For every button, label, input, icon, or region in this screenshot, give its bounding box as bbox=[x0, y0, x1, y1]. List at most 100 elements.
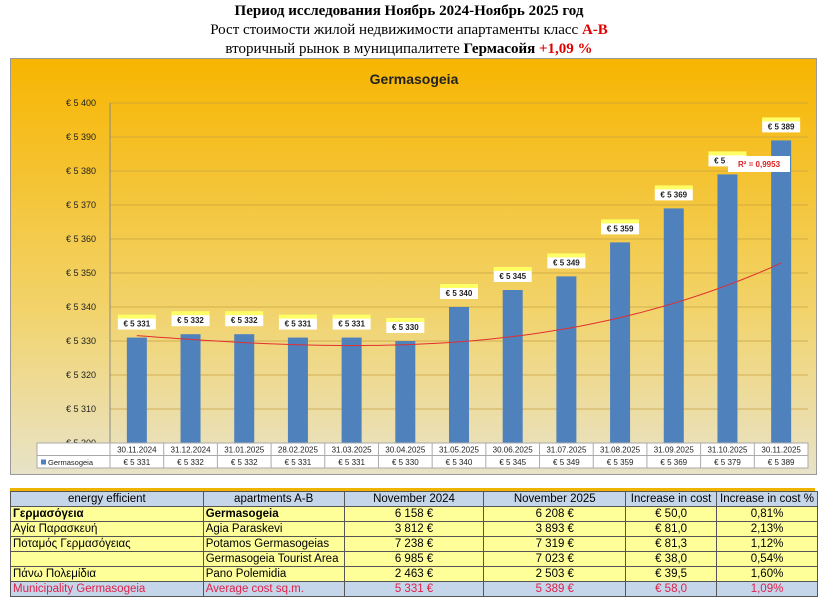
bar bbox=[663, 208, 684, 443]
value-label: € 5 369 bbox=[660, 190, 687, 199]
data-table-value: € 5 359 bbox=[607, 458, 634, 467]
value-label: € 5 331 bbox=[338, 320, 365, 329]
x-tick-label: 31.12.2024 bbox=[171, 446, 212, 455]
data-table-value: € 5 340 bbox=[446, 458, 473, 467]
value-label: € 5 332 bbox=[177, 316, 204, 325]
value-label: € 5 389 bbox=[768, 122, 795, 131]
data-table-value: € 5 389 bbox=[768, 458, 795, 467]
x-tick-label: 30.11.2024 bbox=[117, 446, 157, 455]
value-label: € 5 331 bbox=[285, 320, 312, 329]
table-cell: 7 319 € bbox=[483, 536, 627, 552]
table-cell: € 81,3 bbox=[625, 536, 718, 552]
table-cell: Αγία Παρασκευή bbox=[10, 521, 204, 537]
data-table-value: € 5 349 bbox=[553, 458, 580, 467]
x-tick-label: 31.07.2025 bbox=[546, 446, 587, 455]
legend-swatch bbox=[41, 459, 46, 465]
header-cell: energy efficient bbox=[10, 491, 204, 507]
y-tick-label: € 5 340 bbox=[66, 302, 96, 312]
legend-label: Germasogeia bbox=[48, 458, 94, 467]
data-table-value: € 5 345 bbox=[499, 458, 526, 467]
value-label-bg bbox=[440, 287, 478, 299]
x-tick-label: 31.01.2025 bbox=[224, 446, 265, 455]
value-label-bg bbox=[117, 317, 156, 330]
value-label: € 5 330 bbox=[392, 323, 419, 332]
bar bbox=[341, 337, 362, 443]
table-cell: 3 893 € bbox=[483, 521, 627, 537]
table-cell: 7 238 € bbox=[343, 536, 485, 552]
header-cell: November 2025 bbox=[483, 491, 627, 507]
growth-pct: +1,09 % bbox=[539, 41, 593, 57]
trendline bbox=[136, 262, 782, 347]
value-label-highlight bbox=[654, 185, 693, 190]
y-tick-label: € 5 400 bbox=[66, 98, 96, 108]
bar bbox=[449, 307, 469, 443]
table-cell bbox=[10, 551, 204, 567]
value-label-highlight bbox=[278, 314, 317, 319]
total-cell: 5 389 € bbox=[483, 581, 627, 597]
total-cell: 5 331 € bbox=[343, 581, 485, 597]
value-label-bg bbox=[601, 222, 640, 235]
header-cell: apartments A-B bbox=[202, 491, 345, 507]
table-cell: 2 463 € bbox=[343, 566, 485, 582]
title-line3: вторичный рынок в муниципалитете bbox=[225, 41, 464, 57]
x-tick-label: 31.05.2025 bbox=[439, 446, 480, 455]
table-header-row: energy efficient apartments A-B November… bbox=[10, 491, 818, 507]
chart-title: Germasogeia bbox=[370, 71, 459, 87]
value-label-bg bbox=[332, 317, 371, 330]
table-cell: 6 158 € bbox=[343, 506, 485, 522]
value-label-bg bbox=[547, 256, 586, 269]
table-cell: Germasogeia bbox=[202, 506, 345, 522]
table-cell: 2 503 € bbox=[483, 566, 627, 582]
data-table-value: € 5 332 bbox=[231, 458, 258, 467]
header-cell: Increase in cost bbox=[625, 491, 718, 507]
x-tick-label: 31.08.2025 bbox=[600, 446, 641, 455]
value-label: € 5 340 bbox=[446, 289, 473, 298]
x-tick-label: 30.06.2025 bbox=[493, 446, 534, 455]
value-label-highlight bbox=[601, 219, 640, 224]
header-cell: November 2024 bbox=[343, 491, 485, 507]
value-label-highlight bbox=[171, 311, 210, 316]
value-label: € 5 379 bbox=[714, 156, 741, 165]
data-table-value: € 5 331 bbox=[123, 458, 150, 467]
y-tick-label: € 5 330 bbox=[66, 336, 96, 346]
value-label: € 5 345 bbox=[499, 272, 526, 281]
x-tick-label: 30.04.2025 bbox=[385, 446, 426, 455]
y-tick-label: € 5 320 bbox=[66, 370, 96, 380]
y-tick-label: € 5 360 bbox=[66, 234, 96, 244]
table-row: Πάνω Πολεμίδια Pano Polemidia 2 463 €2 503… bbox=[10, 566, 818, 582]
total-cell: 1,09% bbox=[716, 581, 818, 597]
data-table-value: € 5 331 bbox=[338, 458, 365, 467]
value-label: € 5 331 bbox=[123, 320, 150, 329]
x-tick-label: 31.03.2025 bbox=[332, 446, 373, 455]
value-label-highlight bbox=[386, 318, 425, 322]
class-label: А-В bbox=[581, 22, 608, 38]
bar bbox=[126, 337, 147, 443]
total-cell: Municipality Germasogeia bbox=[10, 581, 204, 597]
table-cell: 6 208 € bbox=[483, 506, 627, 522]
table-cell: € 81,0 bbox=[625, 521, 718, 537]
bar bbox=[502, 290, 523, 443]
value-label-highlight bbox=[332, 314, 371, 319]
y-tick-label: € 5 390 bbox=[66, 132, 96, 142]
bar bbox=[717, 174, 738, 443]
data-table-value: € 5 332 bbox=[177, 458, 204, 467]
table-cell: Γερμασόγεια bbox=[10, 506, 204, 522]
table-cell: 1,12% bbox=[716, 536, 818, 552]
table-cell: 2,13% bbox=[716, 521, 818, 537]
x-tick-label: 30.11.2025 bbox=[761, 446, 801, 455]
value-label-highlight bbox=[708, 151, 747, 156]
table-cell: € 39,5 bbox=[625, 566, 718, 582]
y-tick-label: € 5 310 bbox=[66, 404, 96, 414]
r2-box bbox=[728, 156, 790, 172]
value-label-highlight bbox=[440, 284, 478, 288]
table-cell: Πάνω Πολεμίδια bbox=[10, 566, 204, 582]
value-label-highlight bbox=[225, 311, 264, 316]
table-cell: € 38,0 bbox=[625, 551, 718, 567]
value-label-bg bbox=[278, 317, 317, 330]
table-cell: Potamos Germasogeias bbox=[202, 536, 345, 552]
value-label: € 5 349 bbox=[553, 258, 580, 267]
bar-chart: Germasogeia€ 5 300€ 5 310€ 5 320€ 5 330€… bbox=[10, 58, 817, 475]
table-cell: 7 023 € bbox=[483, 551, 627, 567]
table-cell: 3 812 € bbox=[343, 521, 485, 537]
x-tick-label: 31.10.2025 bbox=[707, 446, 748, 455]
